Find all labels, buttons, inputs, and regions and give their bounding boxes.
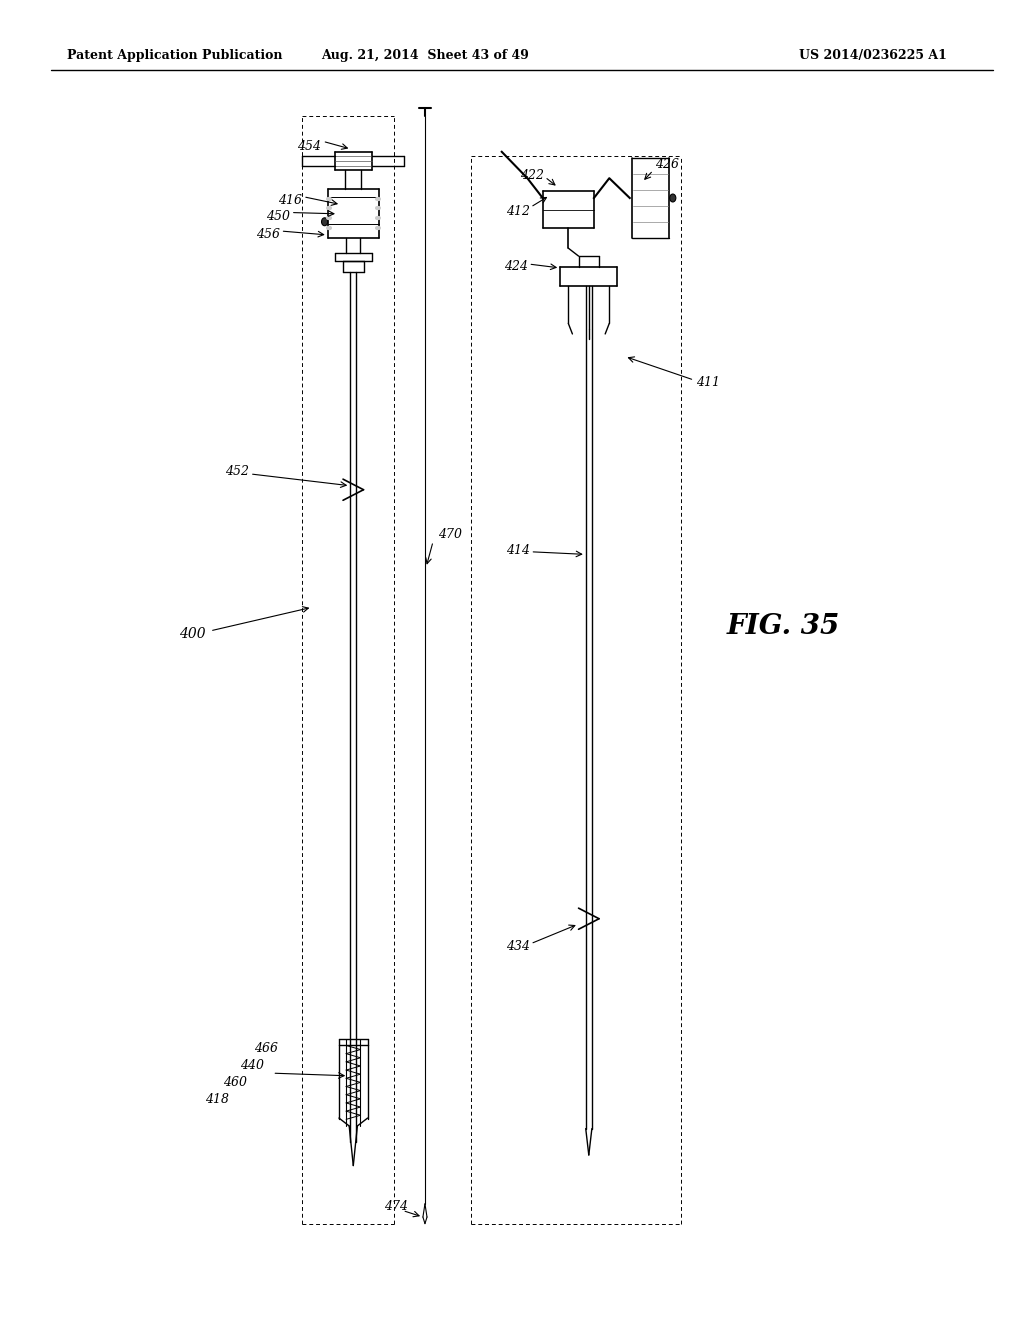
Text: 474: 474 bbox=[384, 1200, 408, 1213]
Text: 452: 452 bbox=[225, 465, 249, 478]
Text: 424: 424 bbox=[504, 260, 527, 273]
Text: 456: 456 bbox=[256, 228, 280, 242]
Text: 454: 454 bbox=[297, 140, 321, 153]
Text: FIG. 35: FIG. 35 bbox=[727, 614, 841, 640]
Text: 440: 440 bbox=[240, 1059, 263, 1072]
Text: Patent Application Publication: Patent Application Publication bbox=[67, 49, 282, 62]
Text: 400: 400 bbox=[179, 627, 206, 640]
Text: 412: 412 bbox=[506, 205, 529, 218]
Text: US 2014/0236225 A1: US 2014/0236225 A1 bbox=[799, 49, 946, 62]
Text: Aug. 21, 2014  Sheet 43 of 49: Aug. 21, 2014 Sheet 43 of 49 bbox=[321, 49, 529, 62]
Text: 422: 422 bbox=[520, 169, 544, 182]
Text: 460: 460 bbox=[223, 1076, 247, 1089]
Circle shape bbox=[670, 194, 676, 202]
Text: 470: 470 bbox=[438, 528, 462, 541]
Text: 416: 416 bbox=[279, 194, 302, 207]
Text: 411: 411 bbox=[696, 376, 720, 389]
Text: 414: 414 bbox=[506, 544, 529, 557]
Text: 434: 434 bbox=[506, 940, 529, 953]
Text: 418: 418 bbox=[205, 1093, 228, 1106]
Circle shape bbox=[322, 218, 328, 226]
Text: 450: 450 bbox=[266, 210, 290, 223]
Text: 426: 426 bbox=[655, 158, 679, 172]
Text: 466: 466 bbox=[254, 1041, 278, 1055]
